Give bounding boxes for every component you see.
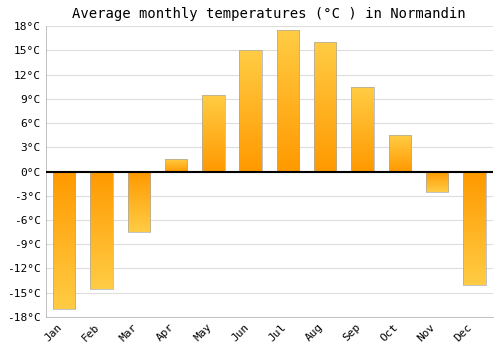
- Bar: [128, 172, 150, 232]
- Bar: [202, 95, 224, 172]
- Bar: [463, 172, 485, 285]
- Bar: [53, 172, 76, 309]
- Title: Average monthly temperatures (°C ) in Normandin: Average monthly temperatures (°C ) in No…: [72, 7, 466, 21]
- Bar: [352, 87, 374, 172]
- Bar: [314, 42, 336, 172]
- Bar: [165, 160, 188, 172]
- Bar: [240, 50, 262, 172]
- Bar: [277, 30, 299, 172]
- Bar: [388, 135, 411, 172]
- Bar: [90, 172, 112, 288]
- Bar: [426, 172, 448, 192]
